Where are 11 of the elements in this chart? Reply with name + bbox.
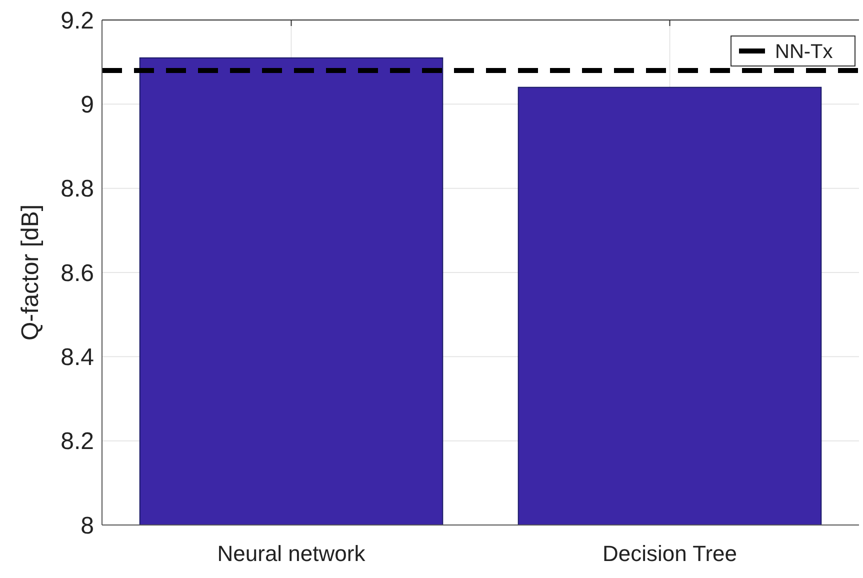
y-tick-label: 8.6 [60, 260, 94, 287]
y-tick-label: 8 [80, 512, 94, 540]
x-tick-label: Decision Tree [602, 541, 738, 566]
y-axis-title: Q-factor [dB] [17, 204, 44, 341]
y-tick-label: 8.2 [60, 428, 94, 456]
y-tick-label: 9.2 [60, 7, 94, 34]
y-tick-label: 8.4 [60, 344, 94, 372]
ref-line-label: NN-Tx [775, 41, 833, 63]
y-tick-label: 9 [80, 92, 94, 119]
y-tick-label: 8.8 [60, 176, 94, 203]
x-tick-label: Neural network [217, 541, 366, 566]
